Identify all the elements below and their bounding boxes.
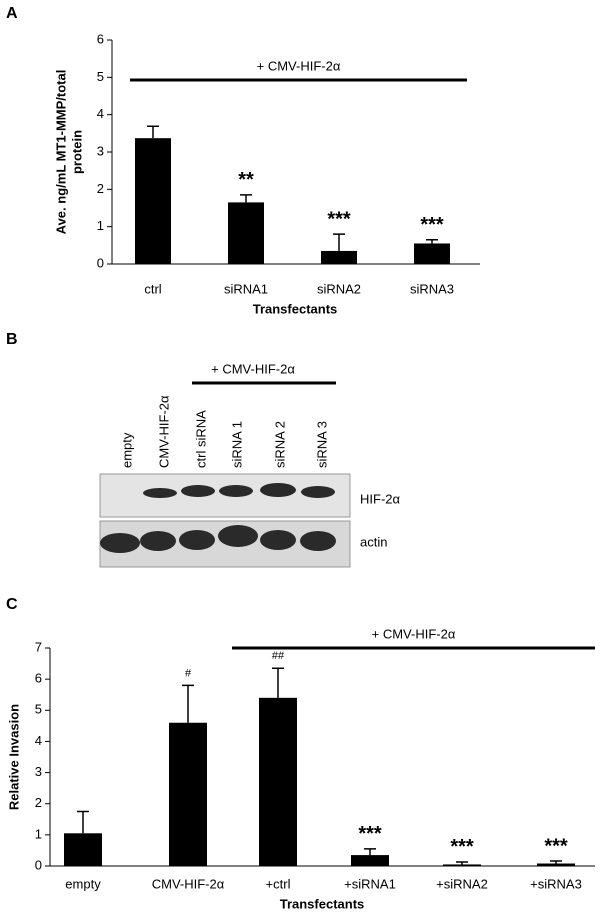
y-tick-label: 3 bbox=[97, 143, 104, 158]
panel-label: C bbox=[6, 596, 18, 613]
annotation: ** bbox=[238, 169, 254, 191]
band bbox=[100, 533, 140, 553]
y-axis-label: protein bbox=[69, 130, 84, 174]
y-tick-label: 0 bbox=[35, 857, 42, 872]
band bbox=[140, 531, 176, 551]
bar bbox=[537, 863, 575, 866]
panel-label: A bbox=[6, 5, 18, 22]
x-tick-label: +siRNA3 bbox=[530, 876, 582, 891]
lane-label: siRNA 3 bbox=[314, 421, 329, 468]
y-axis-label: Relative Invasion bbox=[6, 704, 21, 810]
annotation: *** bbox=[420, 214, 444, 236]
band bbox=[181, 485, 215, 497]
row-label: HIF-2α bbox=[360, 491, 401, 506]
error-bar bbox=[550, 860, 562, 864]
y-tick-label: 5 bbox=[97, 69, 104, 84]
y-tick-label: 6 bbox=[97, 31, 104, 46]
row-label: actin bbox=[360, 534, 387, 549]
y-tick-label: 0 bbox=[97, 255, 104, 270]
bar bbox=[321, 250, 357, 264]
bar bbox=[228, 202, 264, 264]
x-tick-label: CMV-HIF-2α bbox=[152, 876, 225, 891]
x-tick-label: +ctrl bbox=[266, 876, 291, 891]
y-axis-label: Ave. ng/mL MT1-MMP/total bbox=[53, 70, 68, 235]
annotation: *** bbox=[544, 835, 568, 857]
band bbox=[179, 530, 215, 550]
x-axis-label: Transfectants bbox=[280, 896, 365, 911]
bracket-label: + CMV-HIF-2α bbox=[211, 361, 295, 376]
y-tick-label: 6 bbox=[35, 671, 42, 686]
annotation: # bbox=[185, 667, 192, 679]
x-tick-label: siRNA1 bbox=[224, 281, 268, 296]
error-bar bbox=[426, 238, 438, 244]
y-tick-label: 2 bbox=[97, 181, 104, 196]
lane-label: CMV-HIF-2α bbox=[156, 395, 171, 468]
bands bbox=[100, 483, 336, 553]
bracket-label: + CMV-HIF-2α bbox=[372, 626, 456, 641]
bar bbox=[259, 697, 297, 866]
error-bar bbox=[456, 861, 468, 865]
band bbox=[143, 488, 177, 498]
error-bar bbox=[364, 848, 376, 856]
x-axis-label: Transfectants bbox=[253, 301, 338, 316]
bar bbox=[351, 855, 389, 866]
annotation: *** bbox=[358, 823, 382, 845]
band bbox=[218, 525, 258, 547]
bar bbox=[135, 138, 171, 264]
band bbox=[300, 531, 336, 551]
x-tick-label: empty bbox=[65, 876, 101, 891]
error-bar bbox=[77, 810, 89, 834]
band bbox=[301, 486, 335, 498]
y-tick-label: 7 bbox=[35, 639, 42, 654]
lane-label: ctrl siRNA bbox=[193, 410, 208, 468]
error-bar bbox=[333, 233, 345, 251]
x-tick-label: +siRNA1 bbox=[344, 876, 396, 891]
y-tick-label: 3 bbox=[35, 764, 42, 779]
lane-label: empty bbox=[119, 432, 134, 468]
error-bar bbox=[272, 667, 284, 698]
bar bbox=[64, 833, 102, 866]
y-tick-label: 2 bbox=[35, 795, 42, 810]
blot-panel: B + CMV-HIF-2α empty CMV-HIF-2α ctrl siR… bbox=[6, 331, 401, 568]
x-tick-label: siRNA2 bbox=[317, 281, 361, 296]
bar bbox=[443, 864, 481, 866]
y-tick-label: 4 bbox=[35, 733, 42, 748]
y-tick-label: 5 bbox=[35, 702, 42, 717]
lane-label: siRNA 1 bbox=[229, 421, 244, 468]
bar bbox=[169, 722, 207, 866]
annotation: ## bbox=[272, 650, 285, 662]
x-tick-label: ctrl bbox=[144, 281, 161, 296]
band bbox=[260, 483, 296, 497]
error-bar bbox=[182, 684, 194, 723]
error-bar bbox=[240, 194, 252, 203]
band bbox=[219, 485, 253, 497]
band bbox=[260, 530, 296, 550]
error-bar bbox=[147, 125, 159, 139]
bracket-label: + CMV-HIF-2α bbox=[257, 58, 341, 73]
bar bbox=[414, 243, 450, 264]
annotation: *** bbox=[450, 836, 474, 858]
y-tick-label: 1 bbox=[97, 218, 104, 233]
y-tick-label: 1 bbox=[35, 826, 42, 841]
x-tick-label: +siRNA2 bbox=[436, 876, 488, 891]
x-tick-label: siRNA3 bbox=[410, 281, 454, 296]
lane-label: siRNA 2 bbox=[272, 421, 287, 468]
annotation: *** bbox=[327, 208, 351, 230]
panel-label: B bbox=[6, 331, 18, 348]
y-tick-label: 4 bbox=[97, 106, 104, 121]
